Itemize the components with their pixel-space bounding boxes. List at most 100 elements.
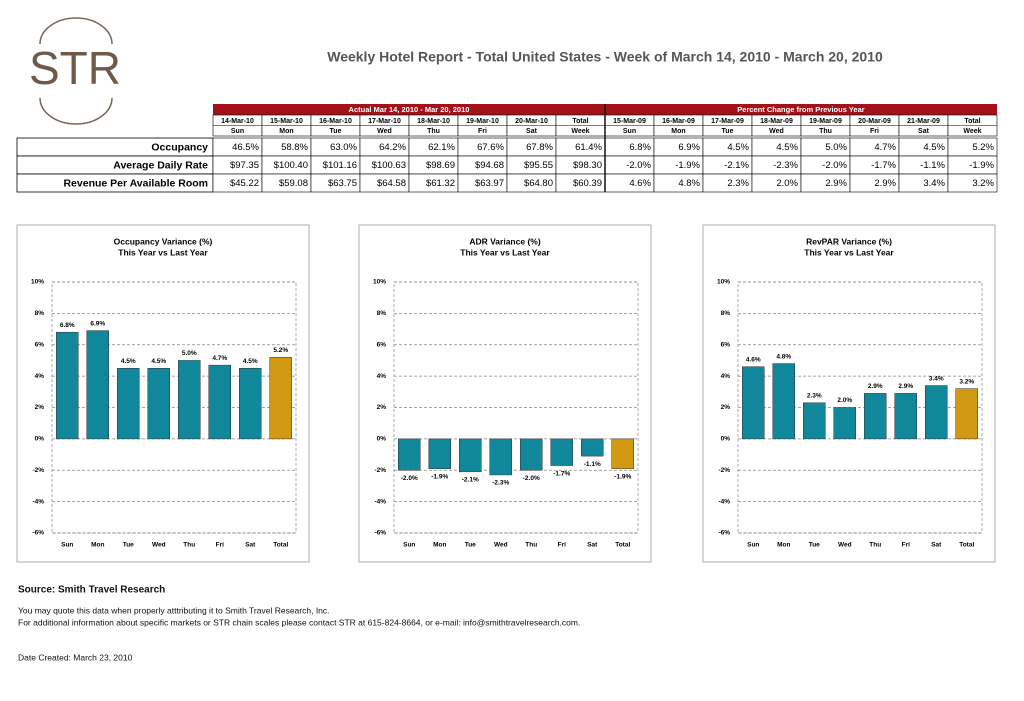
value-label: 4.5% xyxy=(121,358,136,365)
y-tick-label: 8% xyxy=(721,310,731,317)
cell-value: 61.4% xyxy=(575,142,602,153)
bar xyxy=(398,438,421,471)
y-tick-label: 8% xyxy=(35,310,45,317)
day-header: Week xyxy=(963,128,981,135)
x-tick-label: Sat xyxy=(587,542,598,549)
x-tick-label: Thu xyxy=(869,542,881,549)
day-header: Thu xyxy=(427,128,440,135)
x-tick-label: Sun xyxy=(61,542,73,549)
group-title: Percent Change from Previous Year xyxy=(737,105,864,114)
bar xyxy=(581,438,604,457)
cell-value: 2.9% xyxy=(825,178,847,189)
y-tick-label: -2% xyxy=(718,467,730,474)
cell-value: 67.8% xyxy=(526,142,553,153)
x-tick-label: Total xyxy=(615,542,630,549)
x-tick-label: Tue xyxy=(809,542,820,549)
value-label: 5.0% xyxy=(182,350,197,357)
y-tick-label: 2% xyxy=(35,404,45,411)
day-header: Wed xyxy=(377,128,392,135)
cell-value: 4.7% xyxy=(874,142,896,153)
x-tick-label: Mon xyxy=(777,542,790,549)
y-tick-label: 8% xyxy=(377,310,387,317)
x-tick-label: Fri xyxy=(558,542,567,549)
group-title: Actual Mar 14, 2010 - Mar 20, 2010 xyxy=(349,105,470,114)
day-header: Sun xyxy=(231,128,244,135)
value-label: 2.9% xyxy=(898,383,913,390)
value-label: 3.2% xyxy=(959,378,974,385)
y-tick-label: -2% xyxy=(374,467,386,474)
value-label: -1.9% xyxy=(614,473,631,480)
x-tick-label: Sat xyxy=(931,542,942,549)
cell-value: -2.0% xyxy=(626,160,651,171)
date-header: 18-Mar-10 xyxy=(417,118,450,125)
bar xyxy=(147,368,170,440)
cell-value: 67.6% xyxy=(477,142,504,153)
value-label: -2.0% xyxy=(523,475,540,482)
note: You may quote this data when properly at… xyxy=(18,605,330,615)
cell-value: -2.0% xyxy=(822,160,847,171)
plot-border xyxy=(393,281,639,534)
day-header: Tue xyxy=(722,128,734,135)
bar xyxy=(86,330,109,440)
y-tick-label: 4% xyxy=(35,373,45,380)
chart-subtitle: This Year vs Last Year xyxy=(118,247,208,257)
value-label: 2.0% xyxy=(837,397,852,404)
date-header: 14-Mar-10 xyxy=(221,118,254,125)
cell-value: 4.5% xyxy=(727,142,749,153)
chart-frame xyxy=(358,224,652,563)
value-label: 2.3% xyxy=(807,393,822,400)
y-tick-label: -4% xyxy=(32,498,44,505)
cell-value: $98.30 xyxy=(573,160,602,171)
y-tick-label: 6% xyxy=(721,341,731,348)
day-header: Fri xyxy=(870,128,879,135)
cell-value: 6.8% xyxy=(629,142,651,153)
y-tick-label: -6% xyxy=(374,530,386,537)
value-label: -2.1% xyxy=(462,477,479,484)
date-header: 18-Mar-09 xyxy=(760,118,793,125)
note: For additional information about specifi… xyxy=(18,617,580,627)
cell-value: -2.3% xyxy=(773,160,798,171)
day-header: Week xyxy=(571,128,589,135)
value-label: 4.5% xyxy=(151,358,166,365)
x-tick-label: Tue xyxy=(123,542,134,549)
bar xyxy=(833,407,856,440)
y-tick-label: 10% xyxy=(373,279,386,286)
group-header xyxy=(213,104,605,115)
bar xyxy=(772,363,795,440)
bar xyxy=(742,366,765,440)
cell-value: 2.3% xyxy=(727,178,749,189)
value-label: 5.2% xyxy=(273,347,288,354)
x-tick-label: Total xyxy=(273,542,288,549)
cell-value: $98.69 xyxy=(426,160,455,171)
value-label: 2.9% xyxy=(868,383,883,390)
cell-value: 4.6% xyxy=(629,178,651,189)
cell-value: $64.58 xyxy=(377,178,406,189)
cell-value: 3.2% xyxy=(972,178,994,189)
date-header: 19-Mar-09 xyxy=(809,118,842,125)
row-label: Occupancy xyxy=(151,141,208,153)
y-tick-label: -4% xyxy=(718,498,730,505)
value-label: -2.3% xyxy=(492,480,509,487)
cell-value: $45.22 xyxy=(230,178,259,189)
y-tick-label: 4% xyxy=(721,373,731,380)
bar xyxy=(208,364,231,440)
value-label: -1.1% xyxy=(584,461,601,468)
cell-value: 63.0% xyxy=(330,142,357,153)
date-header: 16-Mar-09 xyxy=(662,118,695,125)
x-tick-label: Sat xyxy=(245,542,256,549)
chart-title: ADR Variance (%) xyxy=(469,236,540,246)
value-label: 4.8% xyxy=(776,353,791,360)
cell-value: 4.5% xyxy=(776,142,798,153)
y-tick-label: 10% xyxy=(31,279,44,286)
cell-value: $63.75 xyxy=(328,178,357,189)
chart-title: Occupancy Variance (%) xyxy=(114,236,213,246)
y-tick-label: -4% xyxy=(374,498,386,505)
value-label: 6.9% xyxy=(90,320,105,327)
x-tick-label: Fri xyxy=(902,542,911,549)
cell-value: $95.55 xyxy=(524,160,553,171)
bar xyxy=(428,438,451,469)
cell-value: 64.2% xyxy=(379,142,406,153)
date-header: Total xyxy=(572,118,588,125)
date-header: 21-Mar-09 xyxy=(907,118,940,125)
x-tick-label: Tue xyxy=(465,542,476,549)
